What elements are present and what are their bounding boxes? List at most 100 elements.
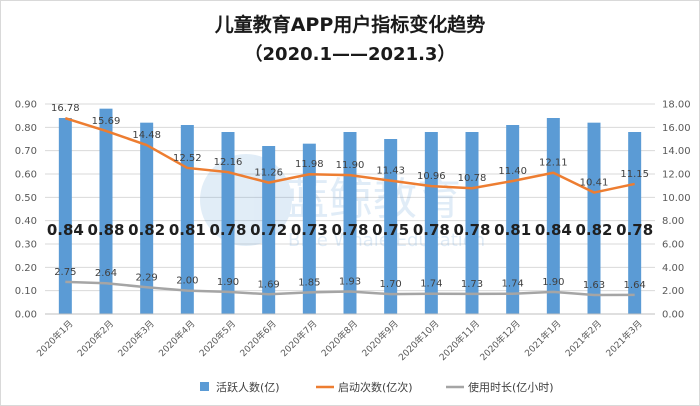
x-tick-label: 2020年3月 xyxy=(115,318,156,359)
y-left-tick-label: 0.90 xyxy=(15,100,37,111)
bar-value-label: 0.78 xyxy=(616,221,653,239)
y-right-tick-label: 16.00 xyxy=(662,123,691,134)
y-right-tick-label: 2.00 xyxy=(662,286,684,297)
legend: 活跃人数(亿) 启动次数(亿次) 使用时长(亿小时) xyxy=(200,380,554,394)
y-right-tick-label: 0.00 xyxy=(662,310,684,321)
usage-time-label: 1.90 xyxy=(542,277,564,288)
x-tick-label: 2020年4月 xyxy=(156,318,197,359)
chart-subtitle: （2020.1——2021.3） xyxy=(244,44,456,65)
bar-value-label: 0.84 xyxy=(47,221,84,239)
y-right-tick-label: 14.00 xyxy=(662,146,691,157)
x-tick-label: 2020年8月 xyxy=(319,318,360,359)
y-right-tick-label: 18.00 xyxy=(662,100,691,111)
launch-count-line xyxy=(64,117,635,194)
x-tick-label: 2021年1月 xyxy=(522,318,563,359)
bar-value-label: 0.78 xyxy=(453,221,490,239)
x-tick-label: 2021年3月 xyxy=(603,318,644,359)
bar-value-label: 0.78 xyxy=(413,221,450,239)
bar-value-label: 0.72 xyxy=(250,221,287,239)
launch-count-label: 10.78 xyxy=(458,173,487,184)
usage-time-label: 1.64 xyxy=(624,280,646,291)
y-left-tick-label: 0.40 xyxy=(15,216,37,227)
legend-swatch xyxy=(200,382,209,391)
launch-count-label: 11.90 xyxy=(336,160,365,171)
x-tick-label: 2020年10月 xyxy=(396,318,442,364)
bar-value-label: 0.73 xyxy=(291,221,328,239)
y-left-tick-label: 0.00 xyxy=(15,310,37,321)
x-tick-label: 2020年5月 xyxy=(197,318,238,359)
bar xyxy=(628,132,642,314)
chart-title: 儿童教育APP用户指标变化趋势 xyxy=(214,14,486,36)
launch-count-label: 11.98 xyxy=(295,159,324,170)
usage-time-label: 1.90 xyxy=(217,277,239,288)
bar-value-label: 0.82 xyxy=(128,221,165,239)
y-left-tick-label: 0.30 xyxy=(15,240,37,251)
bar-value-label: 0.81 xyxy=(169,221,206,239)
launch-count-label: 11.43 xyxy=(376,166,405,177)
x-tick-label: 2020年6月 xyxy=(237,318,278,359)
bar-value-label: 0.81 xyxy=(494,221,531,239)
launch-count-label: 14.48 xyxy=(132,130,161,141)
x-tick-label: 2020年12月 xyxy=(477,318,523,364)
bar xyxy=(262,146,276,314)
launch-count-label: 16.78 xyxy=(51,103,80,114)
bar-value-label: 0.78 xyxy=(331,221,368,239)
bar-value-label: 0.82 xyxy=(575,221,612,239)
bar xyxy=(99,108,113,315)
y-left-tick-label: 0.50 xyxy=(15,193,37,204)
launch-count-label: 10.41 xyxy=(580,178,609,189)
x-tick-label: 2021年2月 xyxy=(563,318,604,359)
usage-time-label: 2.00 xyxy=(176,276,198,287)
usage-time-label: 2.29 xyxy=(136,272,158,283)
usage-time-label: 2.75 xyxy=(54,267,76,278)
y-left-tick-label: 0.60 xyxy=(15,170,37,181)
usage-time-label: 1.74 xyxy=(502,279,524,290)
bar xyxy=(58,118,72,314)
usage-time-label: 1.70 xyxy=(380,279,402,290)
launch-count-label: 12.16 xyxy=(214,157,243,168)
bar xyxy=(546,118,560,314)
usage-time-label: 1.85 xyxy=(298,277,320,288)
bar-value-label: 0.78 xyxy=(209,221,246,239)
x-tick-label: 2020年2月 xyxy=(75,318,116,359)
bar xyxy=(384,139,398,314)
y-right-tick-label: 4.00 xyxy=(662,263,684,274)
bar-value-label: 0.75 xyxy=(372,221,409,239)
usage-time-label: 1.93 xyxy=(339,276,361,287)
launch-count-label: 10.96 xyxy=(417,171,446,182)
launch-count-label: 11.40 xyxy=(498,166,527,177)
data-labels: 0.84 0.88 0.82 0.81 0.78 0.72 0.73 0.78 0.75 0.78… xyxy=(47,103,653,291)
bar-series xyxy=(58,108,642,315)
y-right-tick-label: 10.00 xyxy=(662,193,691,204)
y-right-tick-label: 6.00 xyxy=(662,240,684,251)
usage-time-label: 1.69 xyxy=(258,279,280,290)
y-left-tick-label: 0.10 xyxy=(15,286,37,297)
bar xyxy=(424,132,438,314)
bar xyxy=(221,132,235,314)
usage-time-label: 1.63 xyxy=(583,280,605,291)
launch-count-label: 12.11 xyxy=(539,158,568,169)
line-series xyxy=(64,117,635,297)
y-right-tick-label: 12.00 xyxy=(662,170,691,181)
bar xyxy=(465,132,479,314)
usage-time-label: 1.74 xyxy=(420,279,442,290)
launch-count-label: 12.52 xyxy=(173,153,202,164)
bar xyxy=(587,122,601,315)
x-tick-label: 2020年7月 xyxy=(278,318,319,359)
y-left-tick-label: 0.80 xyxy=(15,123,37,134)
legend-label: 活跃人数(亿) xyxy=(216,380,280,394)
launch-count-label: 15.69 xyxy=(92,116,121,127)
usage-time-label: 1.73 xyxy=(461,279,483,290)
launch-count-label: 11.26 xyxy=(254,168,283,179)
usage-time-line xyxy=(65,280,635,297)
x-tick-label: 2020年11月 xyxy=(437,318,483,364)
bar-value-label: 0.88 xyxy=(87,221,124,239)
usage-time-label: 2.64 xyxy=(95,268,117,279)
y-right-tick-label: 8.00 xyxy=(662,216,684,227)
legend-label: 启动次数(亿次) xyxy=(338,380,413,394)
bar xyxy=(302,143,316,314)
y-left-tick-label: 0.20 xyxy=(15,263,37,274)
bar xyxy=(343,132,357,314)
x-tick-label: 2020年9月 xyxy=(359,318,400,359)
